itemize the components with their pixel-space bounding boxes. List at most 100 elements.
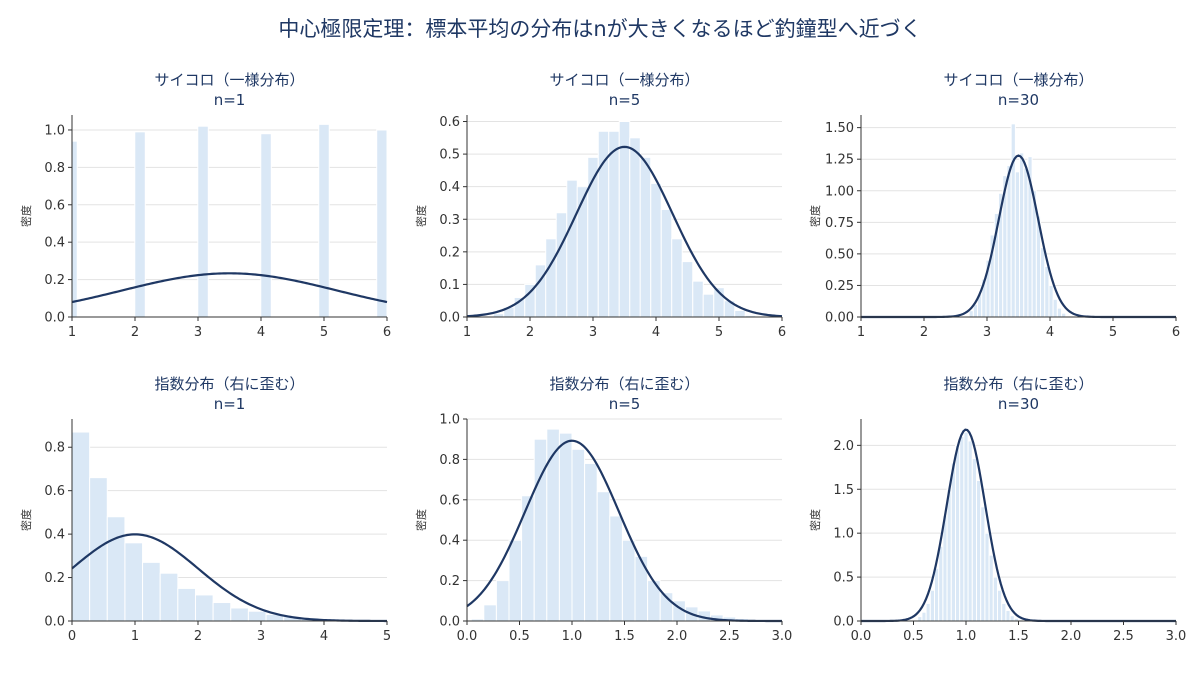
x-tick-label: 2 — [920, 325, 928, 340]
y-tick-label: 0.0 — [833, 615, 854, 630]
y-tick-label: 0.4 — [44, 528, 65, 543]
panel-2: 0.0 0.1 0.2 0.3 0.4 0.5 0.6 1 2 3 4 5 6 サイコロ（一様分布） n=5… — [414, 71, 786, 340]
normal-curve — [861, 428, 1176, 623]
panel-subtitle: n=30 — [998, 91, 1039, 109]
x-tick-label: 4 — [320, 629, 328, 644]
histogram-bar — [555, 212, 568, 318]
y-tick-label: 0.25 — [825, 279, 854, 294]
x-tick-label: 1.0 — [562, 629, 583, 644]
histogram-bar — [142, 561, 161, 622]
x-tick-label: 6 — [778, 325, 786, 340]
panel-title: 指数分布（右に歪む） — [549, 375, 699, 393]
histogram-bar — [992, 576, 998, 622]
x-tick-label: 0.0 — [851, 629, 872, 644]
histogram-bar — [925, 602, 931, 622]
x-tick-label: 3.0 — [772, 629, 793, 644]
histogram-bar — [984, 532, 990, 622]
y-tick-label: 0.5 — [833, 571, 854, 586]
histogram-bar — [376, 129, 388, 318]
x-tick-label: 1 — [463, 325, 471, 340]
histogram-bar — [545, 238, 557, 318]
y-tick-label: 0.0 — [439, 615, 460, 630]
figure-title: 中心極限定理：標本平均の分布はnが大きくなるほど釣鐘型へ近づく — [278, 17, 921, 41]
panel-title: 指数分布（右に歪む） — [943, 375, 1093, 393]
y-tick-label: 1.25 — [825, 153, 854, 168]
y-axis-label: 密度 — [414, 509, 428, 531]
x-tick-label: 5 — [383, 629, 391, 644]
x-tick-label: 4 — [1046, 325, 1054, 340]
x-tick-label: 5 — [1109, 325, 1117, 340]
histogram-bar — [596, 491, 611, 622]
histogram-bar — [483, 604, 497, 622]
histogram-bar — [934, 567, 940, 622]
y-tick-label: 1.0 — [44, 123, 65, 138]
panel-title: 指数分布（右に歪む） — [154, 375, 304, 393]
histogram-bar — [971, 458, 977, 622]
histogram-bar — [921, 611, 927, 622]
histogram-bar — [106, 516, 126, 622]
histogram-bar — [967, 440, 973, 622]
x-tick-label: 6 — [1172, 325, 1180, 340]
y-axis-label: 密度 — [414, 205, 428, 227]
normal-curve — [466, 439, 782, 623]
y-tick-label: 0.6 — [44, 484, 65, 499]
histogram-bar — [1061, 312, 1067, 318]
x-tick-label: 3.0 — [1166, 629, 1187, 644]
histogram-bar — [681, 261, 694, 318]
histogram-bar — [671, 238, 683, 318]
histogram-bar — [194, 594, 214, 622]
panel-subtitle: n=30 — [998, 395, 1039, 413]
histogram-bar — [124, 542, 144, 622]
y-tick-label: 0.1 — [439, 278, 460, 293]
panel-subtitle: n=5 — [609, 395, 641, 413]
histogram-bar — [1019, 152, 1025, 318]
histogram-bar — [508, 539, 523, 622]
x-tick-label: 0.5 — [509, 629, 530, 644]
histogram-bar — [534, 264, 547, 318]
histogram-bar — [609, 515, 623, 622]
histogram-bar — [1023, 167, 1029, 318]
x-tick-label: 3 — [257, 629, 265, 644]
y-tick-label: 0.4 — [439, 180, 460, 195]
x-tick-label: 3 — [983, 325, 991, 340]
y-tick-label: 0.8 — [44, 161, 65, 176]
panel-5: 0.0 0.2 0.4 0.6 0.8 1.0 0.0 0.5 1.0 1.5 2.0 2.5 3.0 指… — [414, 375, 792, 644]
histogram-bar — [929, 589, 935, 622]
y-tick-label: 1.5 — [833, 483, 854, 498]
histogram-bar — [629, 137, 641, 318]
y-tick-label: 0.50 — [825, 247, 854, 262]
panel-subtitle: n=1 — [214, 91, 246, 109]
histogram-bar — [134, 131, 146, 318]
histogram-bar — [959, 436, 965, 622]
y-tick-label: 0.6 — [439, 493, 460, 508]
y-tick-label: 0.8 — [44, 441, 65, 456]
y-tick-label: 0.75 — [825, 216, 854, 231]
x-tick-label: 5 — [715, 325, 723, 340]
histogram-bar — [247, 610, 267, 622]
panel-subtitle: n=5 — [609, 91, 641, 109]
histogram-bar — [917, 616, 923, 622]
y-tick-label: 0.8 — [439, 453, 460, 468]
y-tick-label: 1.0 — [439, 413, 460, 428]
histogram-bar — [159, 572, 179, 622]
histogram-bar — [734, 309, 746, 318]
histogram-bar — [177, 587, 196, 622]
histogram-bar — [621, 539, 636, 622]
y-tick-label: 0.6 — [439, 115, 460, 130]
histogram-bar — [1040, 247, 1046, 318]
x-tick-label: 2.5 — [1113, 629, 1134, 644]
x-tick-label: 6 — [383, 325, 391, 340]
normal-curve — [71, 272, 388, 304]
y-tick-label: 1.00 — [825, 184, 854, 199]
x-tick-label: 0.5 — [903, 629, 924, 644]
x-tick-label: 2 — [194, 629, 202, 644]
y-tick-label: 0.2 — [439, 245, 460, 260]
normal-curve — [71, 533, 387, 623]
histogram-bar — [938, 545, 944, 622]
histogram-bar — [702, 293, 715, 318]
y-tick-label: 1.0 — [833, 527, 854, 542]
x-tick-label: 2 — [131, 325, 139, 340]
histogram-bar — [212, 602, 232, 622]
histogram-bar — [71, 140, 78, 318]
